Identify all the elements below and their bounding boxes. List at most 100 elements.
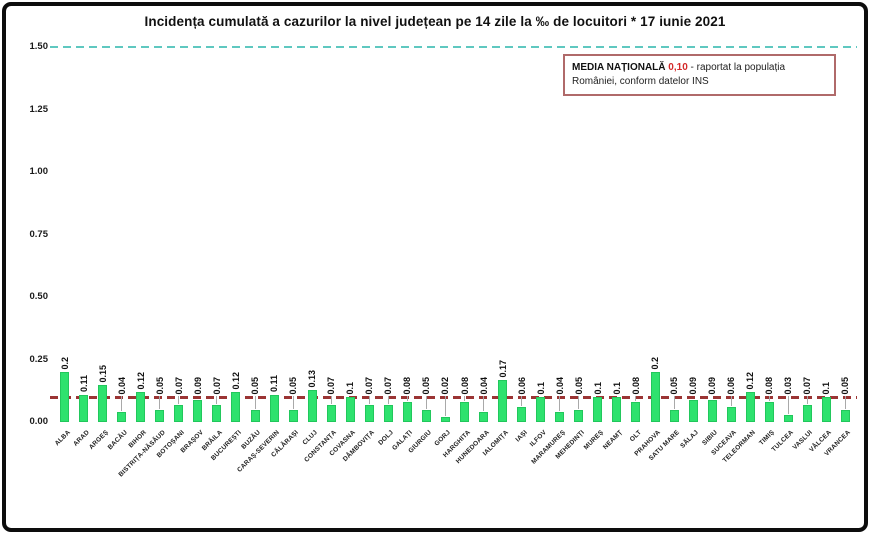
bar-leader-line (844, 396, 846, 409)
bar-value-label: 0.12 (743, 348, 757, 390)
bar-leader-line (292, 396, 294, 409)
bar-value-text: 0.2 (59, 357, 70, 370)
bar-leader-line (368, 396, 370, 404)
bar-value-text: 0.05 (573, 377, 584, 395)
bar (802, 404, 812, 422)
bar-value-label: 0.1 (534, 353, 548, 395)
bar-value-text: 0.13 (307, 369, 318, 388)
bar-value-label: 0.06 (724, 353, 738, 395)
bar-value-text: 0.12 (745, 372, 756, 390)
bar-leader-line (425, 396, 427, 409)
bar-leader-line (521, 396, 523, 406)
bar-value-text: 0.05 (250, 377, 260, 395)
upper-bound-line (50, 46, 857, 48)
y-tick-label: 0.00 (29, 416, 49, 427)
bar-value-text: 0.09 (707, 377, 718, 395)
national-average-line (50, 395, 857, 399)
bar-value-label: 0.2 (58, 328, 72, 370)
bar (460, 402, 470, 422)
bar-value-label: 0.11 (267, 351, 281, 392)
bar (174, 404, 184, 422)
bar-value-text: 0.1 (592, 382, 603, 395)
bar-value-label: 0.03 (781, 353, 795, 395)
bar (117, 412, 127, 422)
bar-value-label: 0.07 (172, 353, 186, 395)
bar-value-text: 0.04 (478, 377, 489, 395)
bar-leader-line (464, 396, 466, 401)
bar-value-label: 0.15 (96, 341, 110, 383)
bar-value-label: 0.05 (419, 353, 433, 395)
bar-value-label: 0.04 (477, 353, 491, 395)
bar (650, 372, 660, 422)
bar-value-text: 0.03 (783, 377, 794, 395)
bar-leader-line (178, 396, 180, 404)
bar-value-text: 0.1 (611, 382, 622, 395)
bar (783, 414, 793, 422)
bar-value-text: 0.07 (211, 377, 222, 395)
y-tick-label: 1.50 (29, 41, 49, 52)
bar-value-label: 0.08 (400, 353, 414, 395)
bar (307, 389, 317, 422)
bar (155, 409, 165, 422)
bar (231, 392, 241, 422)
bar-value-label: 0.09 (705, 353, 719, 395)
bar-value-text: 0.09 (192, 377, 203, 395)
bar-value-text: 0.04 (116, 377, 127, 395)
bar-value-label: 0.12 (229, 348, 243, 390)
bar (840, 409, 850, 422)
bar-value-text: 0.12 (230, 372, 241, 390)
bar (402, 402, 412, 422)
bar (612, 397, 622, 422)
bar-value-text: 0.1 (535, 382, 546, 395)
bar-value-label: 0.02 (438, 353, 452, 395)
bar-value-label: 0.07 (800, 353, 814, 395)
bar-value-label: 0.17 (496, 336, 510, 378)
bar (688, 399, 698, 422)
bar-value-text: 0.05 (669, 377, 680, 395)
bar-leader-line (559, 396, 561, 411)
bar-leader-line (330, 396, 332, 404)
bar (326, 404, 336, 422)
bar-value-text: 0.15 (97, 364, 108, 383)
bar-value-label: 0.1 (343, 353, 357, 395)
bar-value-text: 0.12 (135, 372, 146, 390)
bar-leader-line (673, 396, 675, 409)
bar-value-label: 0.05 (838, 353, 852, 395)
bar (60, 372, 70, 422)
bar-value-text: 0.17 (497, 359, 508, 378)
bar-leader-line (121, 396, 123, 411)
bar-value-text: 0.05 (288, 377, 299, 395)
bar-value-label: 0.13 (305, 346, 319, 388)
bar (555, 412, 565, 422)
bar-value-label: 0.1 (610, 353, 624, 395)
y-tick-label: 0.75 (29, 228, 49, 240)
bar-value-text: 0.07 (326, 377, 337, 395)
bar-value-label: 0.05 (572, 353, 586, 395)
legend-value: 0,10 (668, 62, 688, 73)
bar-value-label: 0.2 (648, 328, 662, 370)
bar-leader-line (254, 396, 256, 409)
bar (383, 404, 393, 422)
bar-leader-line (483, 396, 485, 411)
bar (288, 409, 298, 422)
legend-label: MEDIA NAȚIONALĂ (572, 62, 666, 73)
y-tick-label: 1.00 (29, 166, 49, 177)
national-average-legend-box: MEDIA NAȚIONALĂ 0,10 - raportat la popul… (563, 54, 836, 96)
bar (212, 404, 222, 422)
bar-value-text: 0.11 (78, 375, 89, 393)
bar-value-text: 0.07 (173, 377, 184, 395)
bar-value-label: 0.11 (77, 351, 91, 393)
bar-value-text: 0.05 (421, 377, 432, 395)
bar-value-text: 0.02 (440, 377, 451, 395)
bar-value-label: 0.05 (286, 353, 300, 395)
bar-value-label: 0.09 (686, 353, 700, 395)
bar (745, 392, 755, 422)
bar (593, 397, 603, 422)
bar-leader-line (406, 396, 408, 401)
bar (536, 397, 546, 422)
bar-value-text: 0.08 (459, 377, 470, 395)
bar-value-label: 0.07 (210, 353, 224, 395)
bar (726, 407, 736, 422)
bar-value-text: 0.08 (764, 377, 775, 395)
y-tick-label: 1.25 (29, 103, 49, 115)
